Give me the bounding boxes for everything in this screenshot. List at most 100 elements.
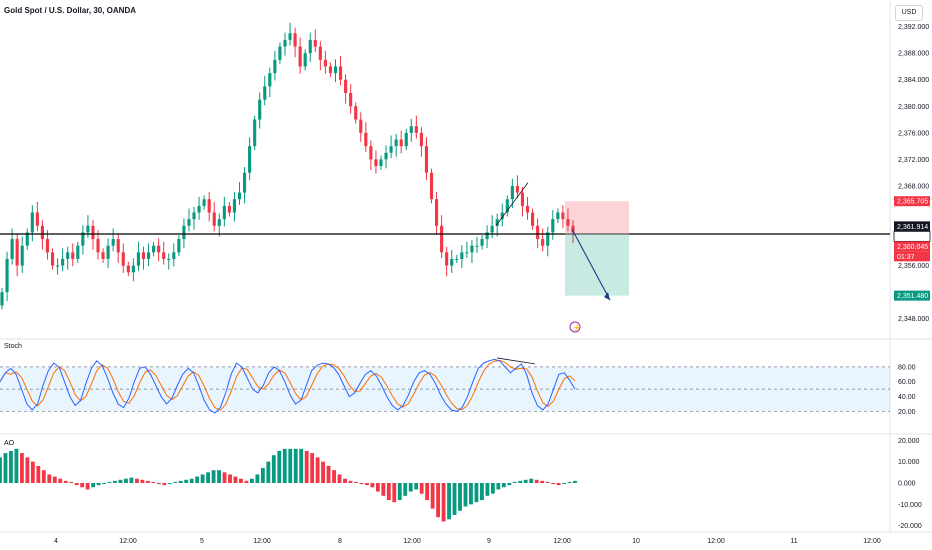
candle-body	[333, 66, 338, 74]
time-tick-label: 12:00	[553, 538, 571, 545]
candle-body	[177, 239, 181, 253]
candle-body	[556, 212, 560, 220]
candle-body	[531, 212, 535, 226]
price-tag-label: 2,361.914	[897, 224, 928, 231]
ao-bar	[485, 483, 490, 496]
candle-body	[172, 252, 176, 259]
currency-button[interactable]: USD	[895, 5, 923, 21]
price-tick-label: 2,372.000	[898, 157, 929, 164]
price-tag	[894, 251, 930, 262]
candle-body	[424, 146, 429, 173]
ao-bar	[397, 483, 402, 501]
time-tick-label: 10	[632, 538, 640, 545]
ao-bar	[551, 483, 556, 485]
ao-bar	[69, 481, 74, 483]
candle-body	[475, 245, 479, 247]
candle-body	[268, 73, 272, 87]
candle-body	[328, 66, 333, 74]
ao-bar	[58, 478, 63, 483]
candle-body	[490, 225, 494, 233]
candle-body	[525, 205, 530, 213]
candle-body	[440, 225, 444, 253]
projection-arrow-head	[604, 292, 610, 301]
ao-bar	[211, 470, 216, 483]
ao-bar	[512, 481, 517, 483]
ao-bar	[184, 479, 189, 483]
ao-bar	[337, 474, 342, 483]
time-tick-label: 12:00	[863, 538, 881, 545]
ao-bar	[293, 448, 298, 483]
ao-bar	[310, 453, 315, 483]
ao-bar	[14, 448, 19, 483]
ao-bar	[239, 478, 243, 483]
candle-body	[485, 232, 489, 240]
stoch-divergence-line	[496, 357, 536, 365]
ao-bar	[178, 480, 183, 483]
ao-bar	[91, 483, 96, 488]
candle-body	[273, 59, 277, 74]
ao-bar	[266, 461, 271, 483]
price-tick-label: 2,384.000	[898, 77, 929, 84]
candle-body	[470, 245, 474, 253]
ao-bar	[507, 483, 512, 486]
price-tag-label: 2,360.763	[897, 234, 928, 241]
candle-body	[66, 252, 70, 259]
candle-body	[480, 239, 484, 246]
ao-bar	[200, 474, 205, 483]
candle-body	[101, 252, 105, 259]
candle-body	[106, 245, 110, 259]
candle-body	[389, 146, 393, 153]
candle-body	[40, 225, 44, 240]
stoch-tick-label: 40.00	[898, 394, 916, 401]
ao-bar	[134, 478, 139, 483]
candle-body	[414, 126, 418, 133]
ao-bar	[222, 472, 227, 483]
ao-bar	[430, 483, 435, 509]
ao-bar	[260, 468, 265, 483]
ao-tick-label: -20.000	[898, 523, 922, 530]
ao-bar	[452, 483, 457, 516]
ao-bar	[63, 480, 68, 483]
candle-body	[541, 239, 545, 246]
ao-bar	[556, 483, 561, 486]
candle-body	[121, 252, 125, 266]
ao-bar	[545, 481, 550, 483]
candle-body	[86, 225, 90, 233]
candle-body	[399, 139, 403, 147]
price-tick-label: 2,368.000	[898, 183, 929, 190]
candle-body	[551, 219, 555, 233]
price-tag-label: 01:37	[897, 254, 915, 261]
ao-bar	[534, 479, 539, 483]
candle-body	[152, 245, 156, 253]
candle-body	[450, 258, 454, 266]
candle-body	[369, 146, 373, 160]
candle-body	[20, 245, 24, 266]
candle-body	[146, 252, 151, 259]
candle-body	[45, 239, 50, 253]
candle-body	[157, 245, 161, 253]
candle-body	[536, 225, 540, 240]
candle-body	[515, 185, 519, 193]
ao-bar	[529, 478, 534, 483]
candle-body	[81, 232, 85, 246]
candle-body	[15, 239, 19, 266]
candle-body	[76, 245, 80, 259]
ao-bar	[113, 480, 117, 483]
candle-body	[288, 33, 292, 40]
ao-bar	[518, 480, 523, 483]
candle-body	[520, 192, 525, 206]
candle-body	[131, 265, 135, 273]
candle-body	[30, 212, 34, 233]
candle-body	[141, 252, 146, 259]
price-tick-label: 2,376.000	[898, 130, 929, 137]
ao-bar	[140, 479, 145, 483]
ao-bar	[167, 483, 172, 485]
candle-body	[56, 265, 60, 267]
time-tick-label: 5	[200, 538, 204, 545]
ao-bar	[419, 483, 424, 494]
ao-bar	[343, 478, 347, 483]
chart-title: Gold Spot / U.S. Dollar, 30, OANDA	[4, 6, 137, 15]
candle-body	[111, 239, 115, 246]
candle-body	[465, 252, 469, 254]
